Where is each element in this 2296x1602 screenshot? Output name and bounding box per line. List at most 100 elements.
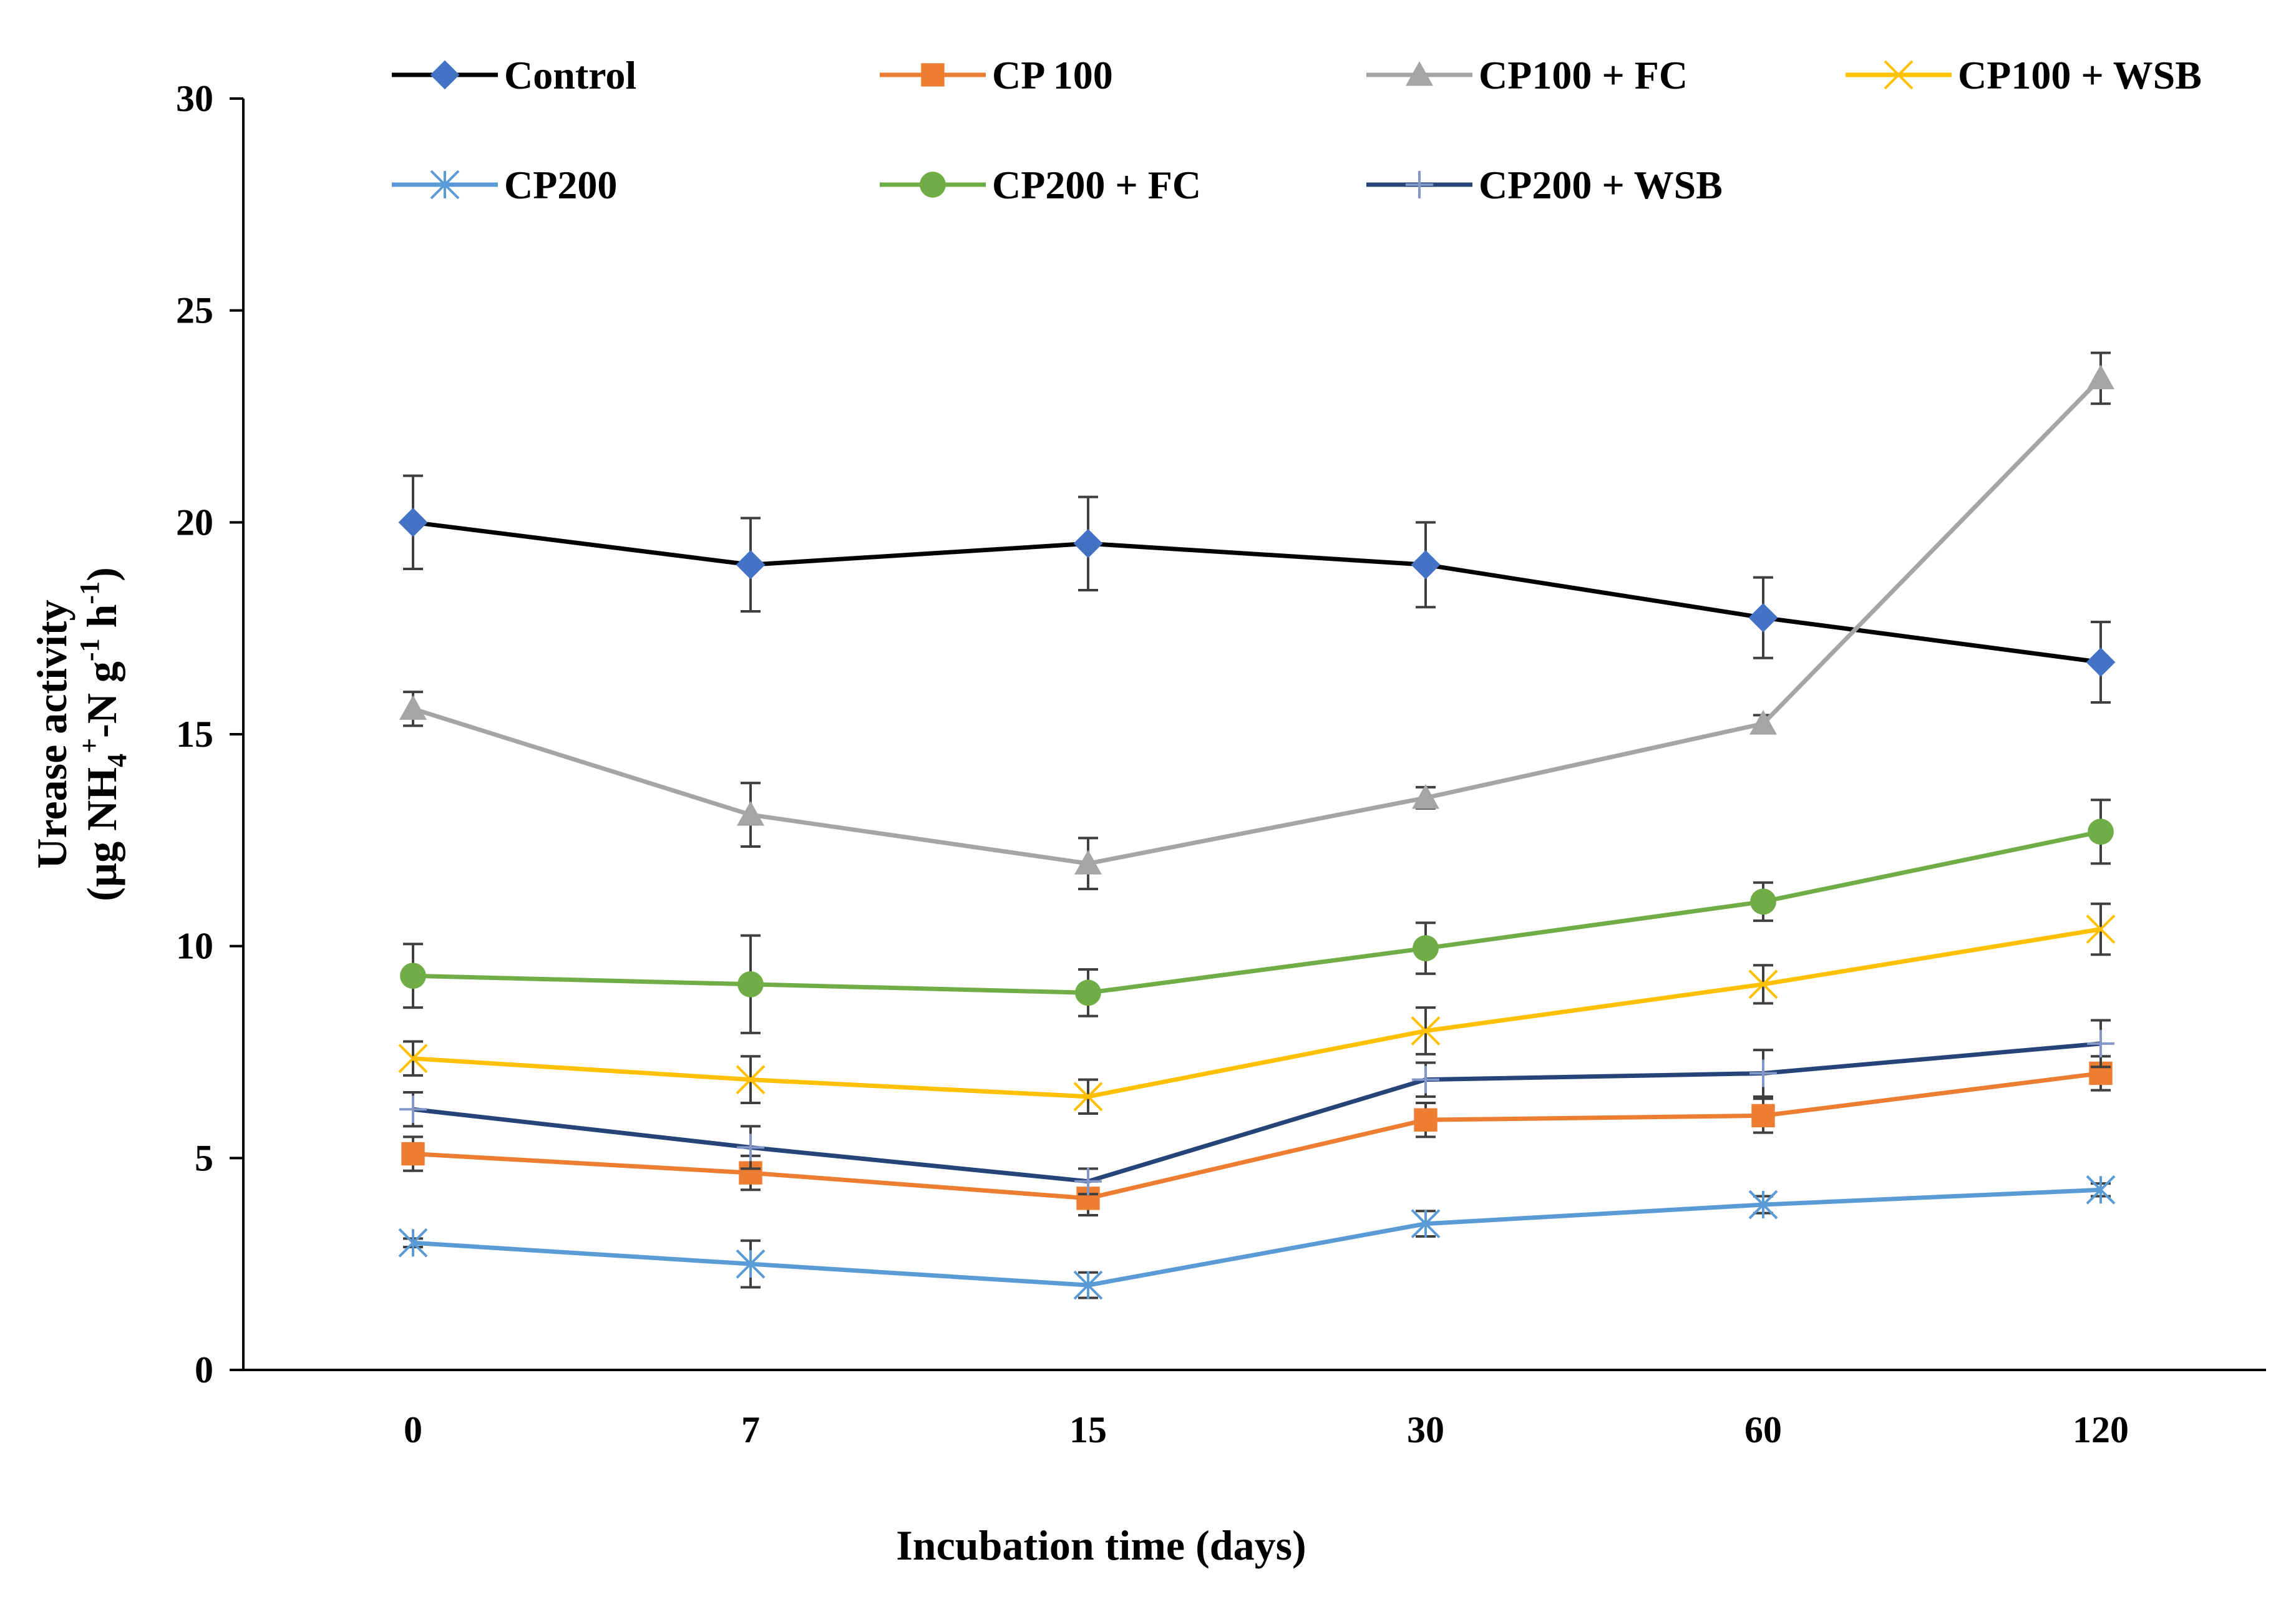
series-cp200-wsb [399,1019,2114,1196]
series-marker [398,507,428,537]
y-tick-label: 20 [176,502,213,543]
y-axis-title-close: ) [78,567,125,581]
series-marker [921,63,945,87]
x-ticks: 0 7 15 30 60 120 [404,1409,2129,1450]
series-marker [399,1095,427,1124]
series-layer [398,351,2116,1300]
y-tick-label: 15 [176,714,213,755]
series-cp100-wsb [398,902,2116,1115]
series-marker [1411,550,1441,580]
y-axis-title-sup-m1a: -1 [74,638,105,661]
y-axis-title: Urease activity (µg NH4+-N g-1 h-1) [28,567,132,901]
series-line [412,520,2101,664]
series-marker [1884,60,1914,90]
y-axis-title-line1: Urease activity [28,600,75,868]
series-marker [1073,528,1103,558]
series-marker [1412,784,1439,809]
series-marker [737,801,764,826]
legend: Control CP 100 CP100 + FC CP100 + WSB CP200 C… [392,53,2202,207]
x-tick-label: 120 [2073,1409,2129,1450]
y-axis-title-h: h [78,604,125,639]
series-marker [1414,1108,1437,1132]
series-marker [1751,1104,1775,1128]
y-tick-label: 0 [195,1349,213,1391]
series-marker [1413,935,1439,961]
legend-item: CP200 + FC [880,163,1201,207]
x-tick-label: 15 [1069,1409,1107,1450]
series-control [398,474,2116,704]
series-cp-100 [401,1055,2113,1217]
series-marker [920,172,946,198]
y-axis-title-prefix: (µg NH [78,767,125,901]
y-axis-title-sup-plus: + [74,738,105,754]
series-marker [2088,818,2114,845]
legend-label: CP200 + FC [992,163,1201,207]
y-axis-title-sup-m1b: -1 [74,581,105,604]
axes [242,99,2266,1371]
y-axis-title-mid: -N g [78,661,125,738]
series-marker [2086,1175,2116,1205]
series-cp100-fc [399,351,2114,890]
series-marker [737,971,764,998]
series-marker [1748,969,1778,999]
series-marker [400,963,426,989]
series-cp200-fc [400,799,2114,1034]
series-marker [736,1065,766,1095]
series-marker [1411,1209,1441,1239]
legend-label: CP 100 [992,53,1113,97]
y-ticks: 0 5 10 15 20 25 30 [176,78,243,1391]
series-marker [1073,1082,1103,1112]
series-line [412,376,2103,866]
series-marker [1748,603,1778,633]
series-marker [2086,648,2116,677]
series-marker [401,1142,425,1166]
x-tick-label: 0 [404,1409,422,1450]
series-marker [398,1228,428,1258]
series-marker [1073,1270,1103,1300]
legend-label: CP100 + WSB [1958,53,2202,97]
series-marker [1074,1167,1102,1195]
y-tick-label: 5 [195,1137,213,1178]
x-axis-title: Incubation time (days) [896,1522,1306,1569]
legend-label: CP200 + WSB [1479,163,1723,207]
series-marker [736,1249,766,1279]
y-axis-title-sub4: 4 [102,754,132,767]
legend-item: CP200 + WSB [1366,163,1723,207]
series-marker [1749,710,1777,735]
series-marker [398,1044,428,1074]
legend-label: CP200 [504,163,617,207]
series-marker [736,550,766,580]
legend-item: Control [392,53,636,97]
series-marker [399,695,427,720]
series-marker [1406,61,1433,86]
x-tick-label: 30 [1407,1409,1444,1450]
series-cp200 [398,1175,2116,1300]
series-marker [2086,915,2116,944]
series-marker [737,1134,764,1162]
series-marker [1411,1016,1441,1046]
series-marker [1406,171,1433,198]
y-tick-label: 25 [176,290,213,331]
y-tick-label: 10 [176,926,213,967]
series-line [412,1187,2101,1288]
series-marker [1074,850,1102,875]
series-line [412,927,2101,1099]
legend-item: CP100 + WSB [1846,53,2202,97]
series-marker [2087,364,2114,389]
y-tick-label: 30 [176,78,213,119]
x-tick-label: 60 [1744,1409,1782,1450]
series-line [412,1070,2101,1201]
legend-item: CP100 + FC [1366,53,1688,97]
series-marker [430,170,460,200]
legend-item: CP 100 [880,53,1113,97]
series-marker [1412,1066,1439,1094]
legend-item: CP200 [392,163,617,207]
series-line [412,1041,2101,1184]
series-marker [1075,979,1101,1006]
series-marker [2087,1029,2114,1057]
series-line [412,829,2101,995]
svg-text:Urease activity: Urease activity [28,600,75,868]
series-marker [430,60,460,90]
legend-label: Control [504,53,636,97]
